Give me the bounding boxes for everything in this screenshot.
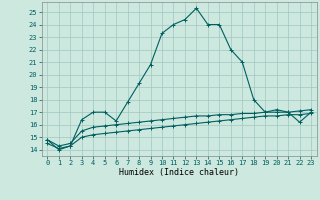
- X-axis label: Humidex (Indice chaleur): Humidex (Indice chaleur): [119, 168, 239, 177]
